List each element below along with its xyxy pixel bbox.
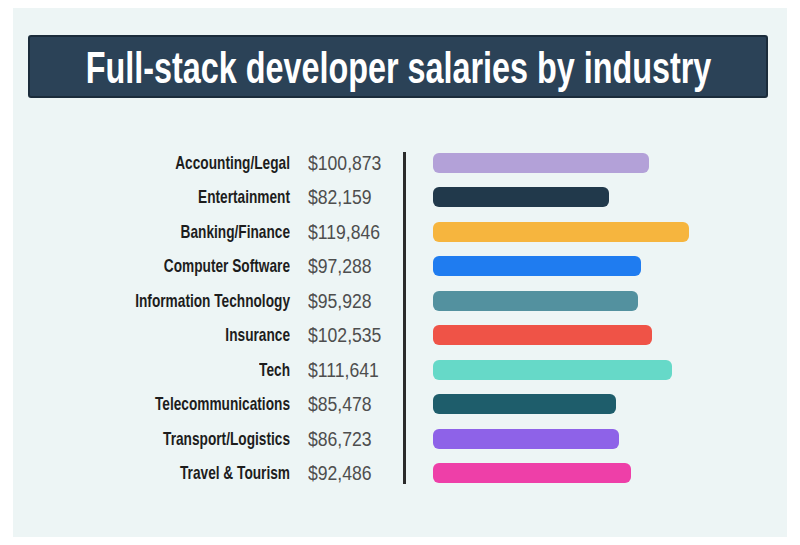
chart-row: Computer Software $97,288 xyxy=(0,256,800,276)
chart-title: Full-stack developer salaries by industr… xyxy=(85,41,710,93)
category-label: Transport/Logistics xyxy=(74,429,290,449)
value-label: $100,873 xyxy=(308,153,405,173)
chart-row: Transport/Logistics $86,723 xyxy=(0,429,800,449)
category-label: Entertainment xyxy=(74,187,290,207)
bar xyxy=(433,187,609,207)
category-label: Telecommunications xyxy=(74,394,290,414)
value-label: $95,928 xyxy=(308,291,405,311)
bar xyxy=(433,463,631,483)
bar xyxy=(433,256,641,276)
bar xyxy=(433,325,652,345)
bar xyxy=(433,153,649,173)
chart-row: Insurance $102,535 xyxy=(0,325,800,345)
chart-row: Tech $111,641 xyxy=(0,360,800,380)
chart-row: Information Technology $95,928 xyxy=(0,291,800,311)
category-label: Insurance xyxy=(74,325,290,345)
chart-row: Banking/Finance $119,846 xyxy=(0,222,800,242)
chart-row: Accounting/Legal $100,873 xyxy=(0,153,800,173)
value-label: $82,159 xyxy=(308,187,405,207)
category-label: Computer Software xyxy=(74,256,290,276)
title-bar: Full-stack developer salaries by industr… xyxy=(28,35,768,98)
value-label: $102,535 xyxy=(308,325,405,345)
category-label: Accounting/Legal xyxy=(74,153,290,173)
bar xyxy=(433,394,616,414)
chart-row: Telecommunications $85,478 xyxy=(0,394,800,414)
value-label: $92,486 xyxy=(308,463,405,483)
bar xyxy=(433,291,638,311)
bar xyxy=(433,429,619,449)
value-label: $86,723 xyxy=(308,429,405,449)
value-label: $119,846 xyxy=(308,222,405,242)
category-label: Tech xyxy=(74,360,290,380)
category-label: Travel & Tourism xyxy=(74,463,290,483)
value-label: $111,641 xyxy=(308,360,405,380)
chart-row: Travel & Tourism $92,486 xyxy=(0,463,800,483)
value-label: $97,288 xyxy=(308,256,405,276)
category-label: Information Technology xyxy=(74,291,290,311)
value-label: $85,478 xyxy=(308,394,405,414)
bar xyxy=(433,222,689,242)
bar xyxy=(433,360,672,380)
bar-chart: Accounting/Legal $100,873 Entertainment $82… xyxy=(0,153,800,483)
category-label: Banking/Finance xyxy=(74,222,290,242)
chart-row: Entertainment $82,159 xyxy=(0,187,800,207)
